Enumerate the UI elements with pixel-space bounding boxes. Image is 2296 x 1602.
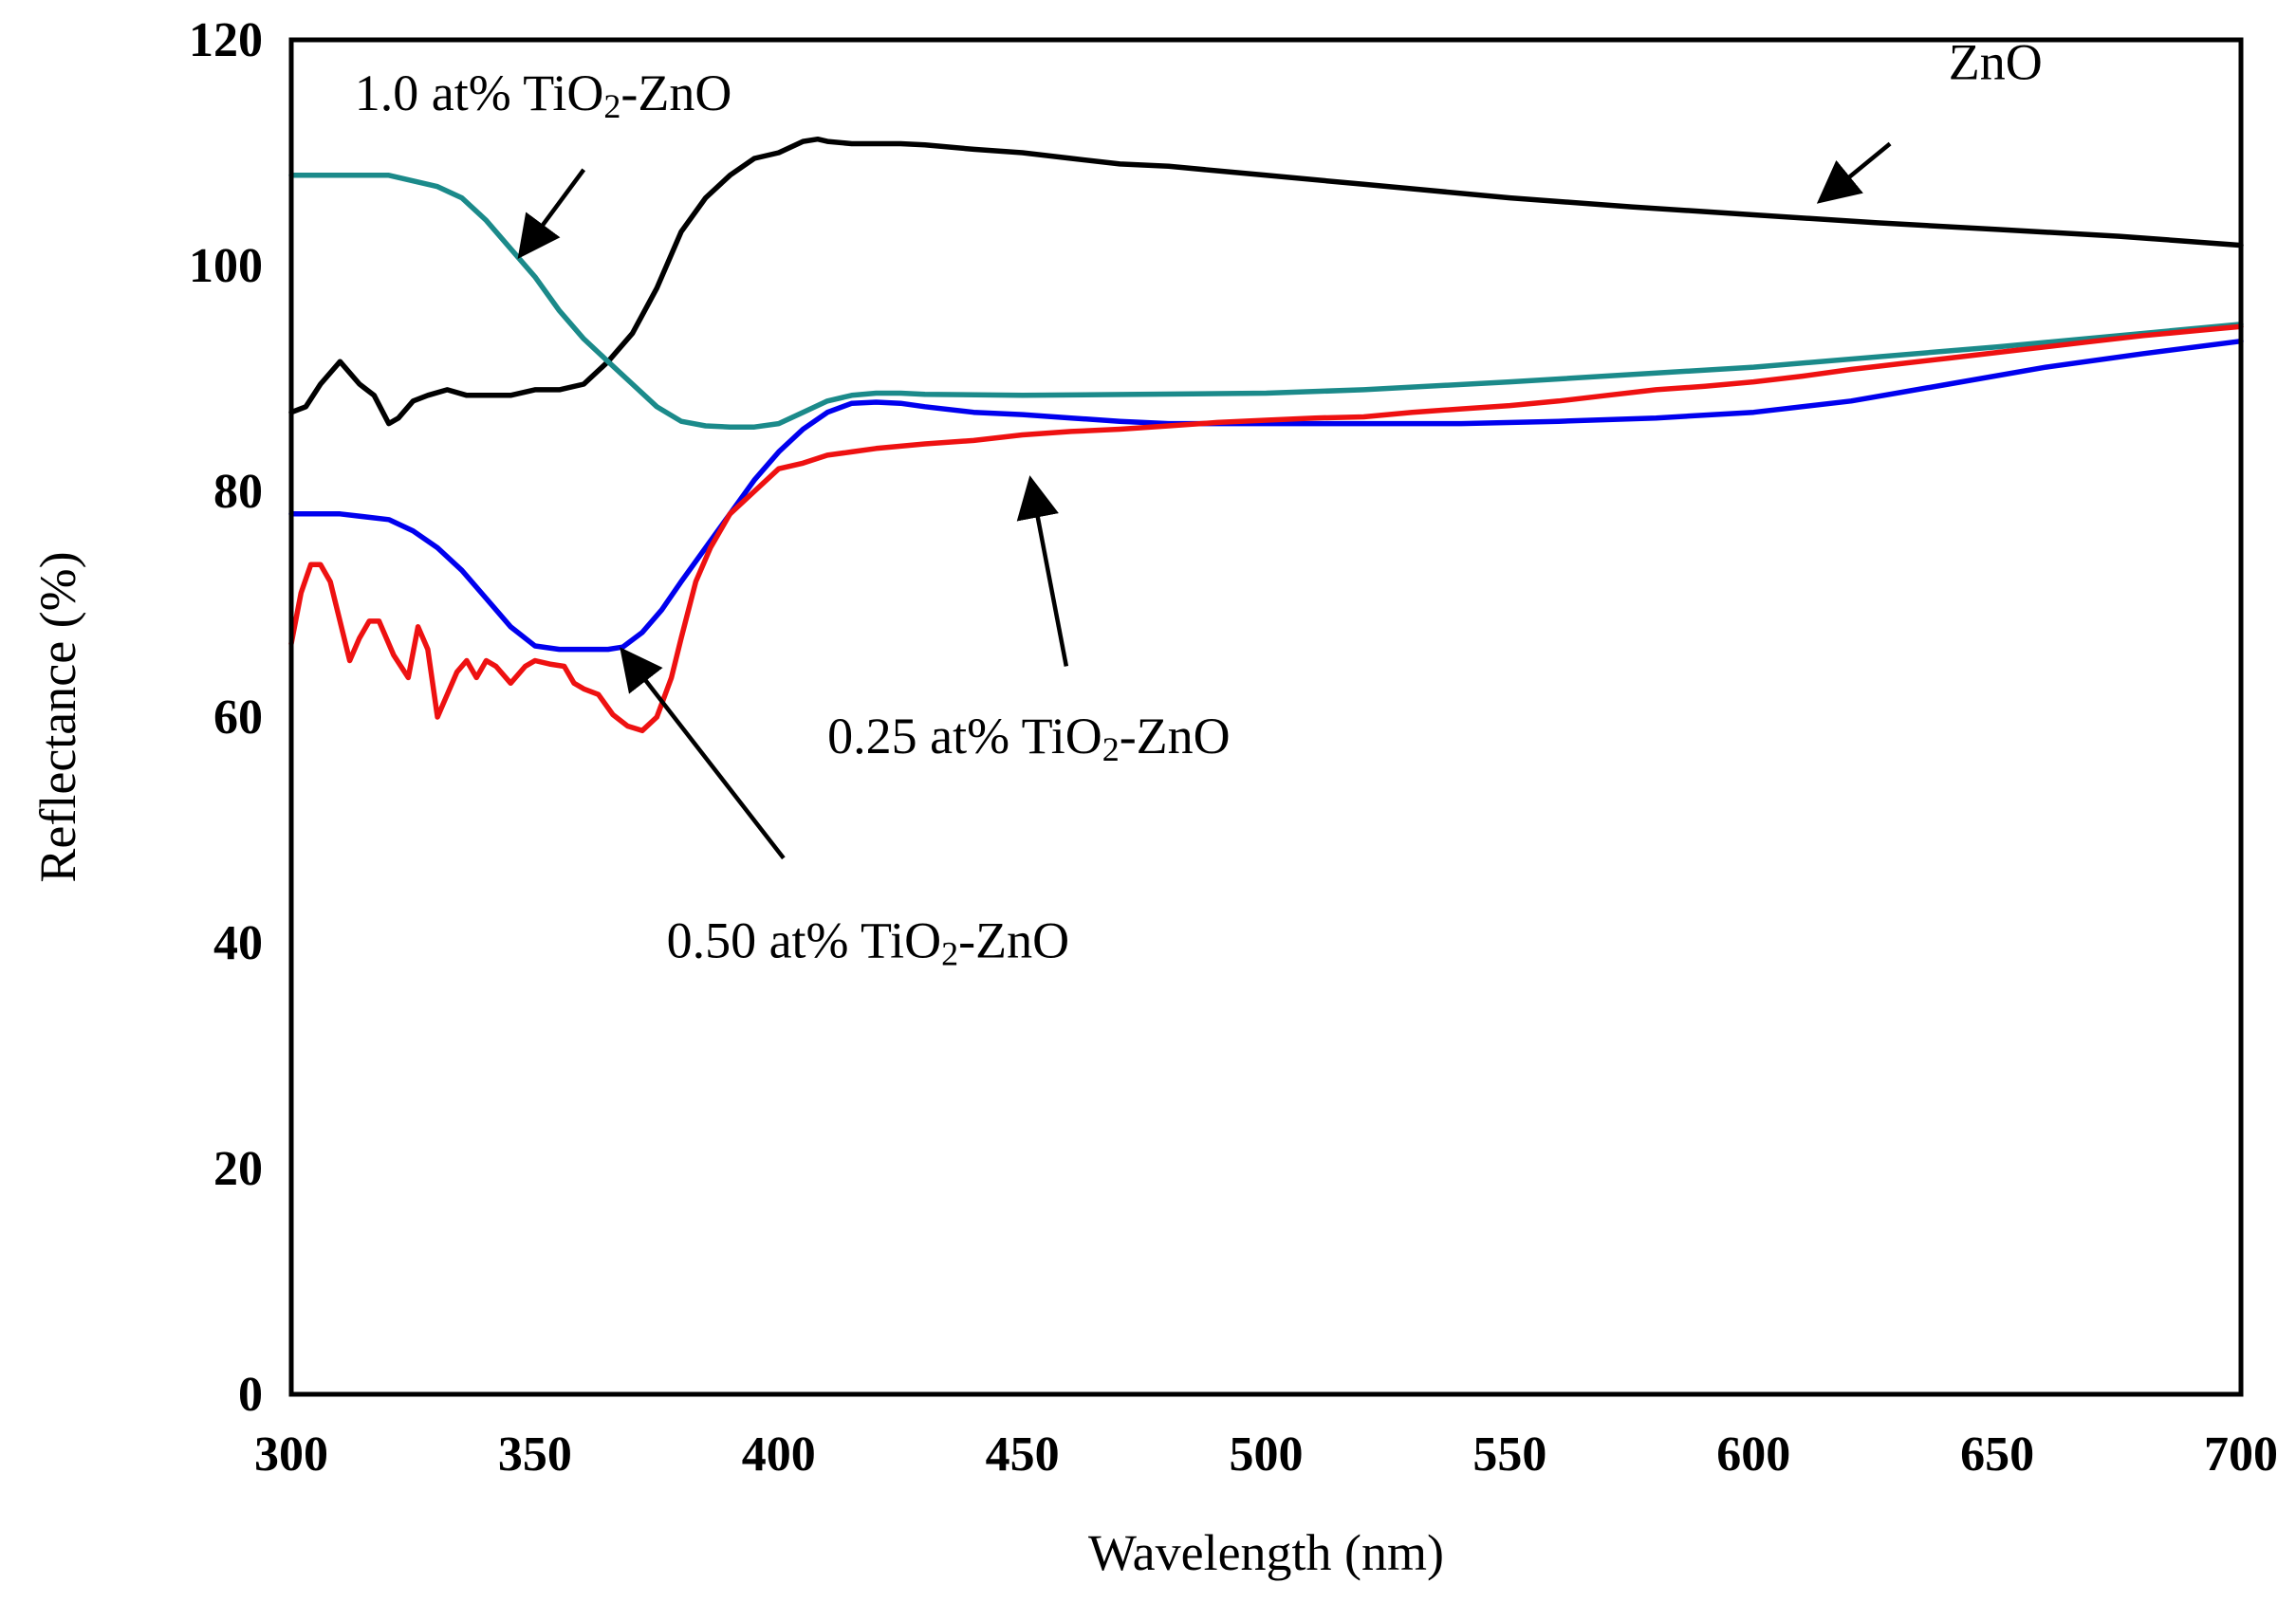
x-axis-ticks: 300 350 400 450 500 550 600 650 700	[254, 1427, 2278, 1482]
y-tick-label: 20	[213, 1142, 263, 1196]
plot-area-frame	[288, 37, 2244, 1397]
x-tick-label: 500	[1230, 1427, 1304, 1482]
x-tick-label: 400	[742, 1427, 816, 1482]
annotation-arrow	[1016, 475, 1069, 667]
series-label-suffix: -ZnO	[620, 64, 731, 121]
x-tick-label: 700	[2204, 1427, 2278, 1482]
x-tick-label: 550	[1472, 1427, 1546, 1482]
annotation-arrow	[1816, 141, 1892, 204]
series-label-subscript: 2	[1102, 730, 1120, 768]
annotation-arrow	[620, 647, 786, 860]
series-line-1	[288, 173, 2244, 430]
y-tick-label: 100	[189, 239, 263, 293]
y-axis-title: Reflectance (%)	[29, 551, 86, 882]
x-tick-label: 650	[1960, 1427, 2034, 1482]
x-axis-title: Wavelength (nm)	[1088, 1524, 1444, 1581]
y-tick-label: 0	[238, 1368, 263, 1422]
series-label-suffix: -ZnO	[958, 911, 1069, 968]
series-line-0	[288, 136, 2244, 427]
x-tick-label: 300	[254, 1427, 328, 1482]
series-label-subscript: 2	[941, 934, 958, 972]
y-tick-label: 80	[213, 465, 263, 519]
series-label-text: ZnO	[1949, 34, 2043, 91]
y-tick-label: 60	[213, 691, 263, 745]
y-axis-ticks: 0 20 40 60 80 100 120	[189, 13, 263, 1422]
series-label-text: 0.25 at% TiO	[827, 708, 1102, 764]
series-line-2	[288, 338, 2244, 653]
series-label-suffix: -ZnO	[1120, 708, 1231, 764]
series-layer	[288, 136, 2244, 734]
series-label-text: 1.0 at% TiO	[355, 64, 604, 121]
series-label: 0.50 at% TiO2-ZnO	[667, 911, 1070, 972]
series-label: 1.0 at% TiO2-ZnO	[355, 64, 732, 125]
series-label-text: 0.50 at% TiO	[667, 911, 942, 968]
series-label: ZnO	[1949, 34, 2043, 91]
x-tick-label: 600	[1716, 1427, 1790, 1482]
series-line-3	[288, 323, 2244, 734]
series-label: 0.25 at% TiO2-ZnO	[827, 708, 1231, 768]
annotation-arrow	[517, 168, 586, 260]
series-label-subscript: 2	[603, 87, 620, 125]
y-tick-label: 120	[189, 13, 263, 67]
x-tick-label: 350	[498, 1427, 572, 1482]
x-tick-label: 450	[986, 1427, 1060, 1482]
y-tick-label: 40	[213, 916, 263, 970]
